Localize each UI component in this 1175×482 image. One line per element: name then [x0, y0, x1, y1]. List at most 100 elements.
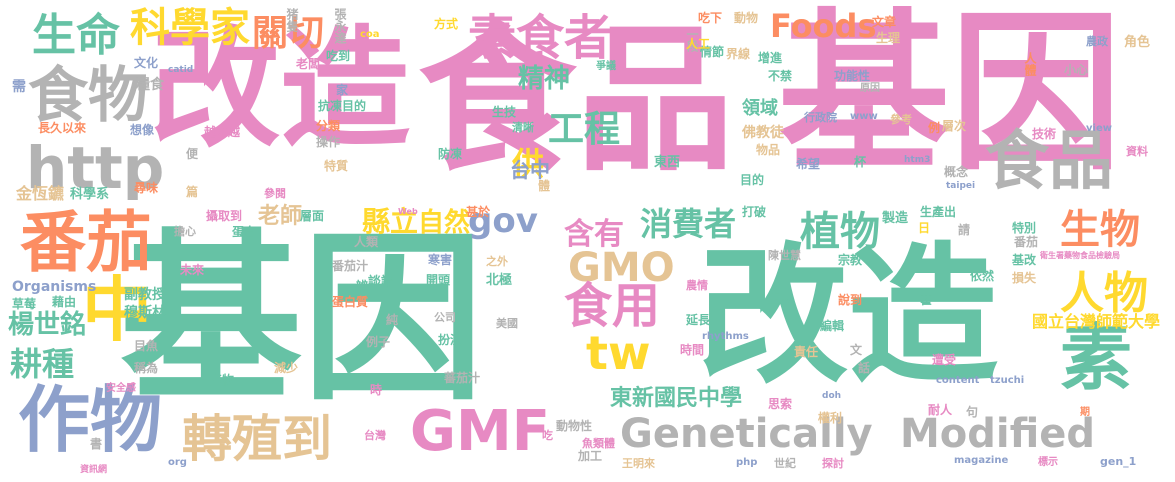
- word: 標示: [1038, 457, 1058, 468]
- word: 一段: [685, 28, 699, 52]
- word: 寒害: [428, 253, 453, 267]
- word: 番茄: [20, 204, 152, 281]
- word: 精神: [518, 64, 571, 94]
- word: 縣立: [362, 205, 419, 238]
- word: 國立台灣師範大學: [1032, 312, 1161, 331]
- word: 不禁: [768, 69, 793, 83]
- word: 辨: [356, 279, 369, 293]
- word: 杯: [854, 155, 867, 169]
- word: 行政院: [804, 111, 837, 124]
- word: 思索: [768, 397, 793, 411]
- word: 攝取到: [206, 209, 243, 223]
- word: Web: [398, 207, 418, 216]
- word: content: [936, 375, 980, 386]
- word: 扮演: [438, 333, 463, 347]
- word: htm3: [904, 155, 931, 165]
- word: 希望: [796, 157, 821, 171]
- word: magazine: [954, 455, 1009, 466]
- word: org: [168, 457, 187, 468]
- word: 吃: [542, 429, 553, 442]
- word: 越來越: [204, 125, 241, 139]
- word: 文章: [872, 15, 897, 29]
- word: 消費者: [640, 205, 737, 243]
- word: 耕種: [10, 345, 75, 383]
- word: 植物: [800, 209, 880, 255]
- word: 情節: [700, 45, 725, 59]
- word: 小心: [1064, 63, 1089, 77]
- word: 編輯: [820, 319, 845, 333]
- word: 概念: [944, 165, 969, 179]
- word: 文化: [134, 56, 159, 70]
- word: 功能性: [834, 69, 871, 83]
- word: 糧食: [136, 77, 164, 93]
- word: 損失: [1012, 271, 1037, 285]
- word: 談論: [368, 275, 395, 290]
- word: 特別: [1012, 221, 1037, 235]
- word: 領域: [742, 98, 778, 119]
- word: 農情: [686, 279, 708, 292]
- word: 食物: [28, 61, 148, 131]
- word: 體: [538, 179, 551, 193]
- word: taipei: [946, 181, 976, 191]
- word: 公司: [434, 311, 456, 324]
- word: 尋味: [134, 181, 159, 195]
- word: 開頭: [426, 273, 451, 287]
- word: 生產出: [920, 205, 957, 219]
- word: 例: [928, 121, 941, 135]
- word: 請: [958, 223, 971, 237]
- word: 文: [850, 343, 863, 357]
- word: 未來: [180, 263, 205, 277]
- word: php: [736, 457, 758, 468]
- word: 探討: [822, 457, 844, 470]
- word: 之外: [486, 255, 508, 268]
- word: 含有: [564, 217, 624, 252]
- word: 操作: [316, 135, 341, 149]
- word: 食用: [564, 278, 661, 334]
- word: view: [1086, 123, 1112, 134]
- word: 界線: [726, 47, 751, 61]
- word: 改造: [698, 230, 999, 404]
- word: 副教授: [124, 287, 166, 303]
- word: 需: [12, 79, 26, 95]
- word: 衛生署藥物食品檢驗局: [1040, 251, 1120, 260]
- word: 番茄汁: [332, 259, 369, 273]
- word: 日: [918, 221, 931, 235]
- word: 蛋白: [232, 225, 257, 239]
- word: 動物性: [556, 419, 593, 433]
- word: 特質: [324, 159, 349, 173]
- word: 責任: [794, 345, 819, 359]
- word: catid: [168, 65, 194, 75]
- word: 產物: [210, 373, 235, 387]
- word: 宗教: [838, 253, 863, 267]
- word: 長久以來: [38, 121, 87, 135]
- word: 生長: [768, 291, 793, 305]
- word: 純: [386, 313, 399, 327]
- word: 老師: [258, 204, 303, 229]
- word: 素食者: [468, 10, 613, 66]
- word: rhythms: [702, 331, 749, 342]
- word: 猪隻: [285, 8, 299, 32]
- word: Genetically: [620, 411, 873, 457]
- word: 例子: [366, 335, 391, 349]
- word: 清晰: [512, 121, 534, 134]
- word: 話: [858, 361, 871, 375]
- word: tw: [586, 326, 651, 380]
- word: 基改: [1012, 253, 1037, 267]
- word: 資訊網: [80, 465, 108, 475]
- word: 人體: [1023, 52, 1037, 76]
- word: 作物: [18, 378, 163, 462]
- word: 世紀: [774, 457, 796, 470]
- word: 製造: [882, 211, 909, 226]
- word: gen_1: [1100, 455, 1137, 468]
- word: 防凍: [438, 147, 463, 161]
- word: gov: [468, 201, 538, 241]
- word: tzuchi: [990, 375, 1025, 386]
- word: Modified: [900, 411, 1096, 457]
- word: 方式: [434, 17, 459, 31]
- word: 層次: [942, 119, 967, 133]
- word: 書: [90, 437, 103, 451]
- word: 層面: [300, 209, 325, 223]
- word: 改造: [150, 13, 411, 165]
- word: 說到: [838, 293, 863, 307]
- word: 目魚: [134, 339, 159, 353]
